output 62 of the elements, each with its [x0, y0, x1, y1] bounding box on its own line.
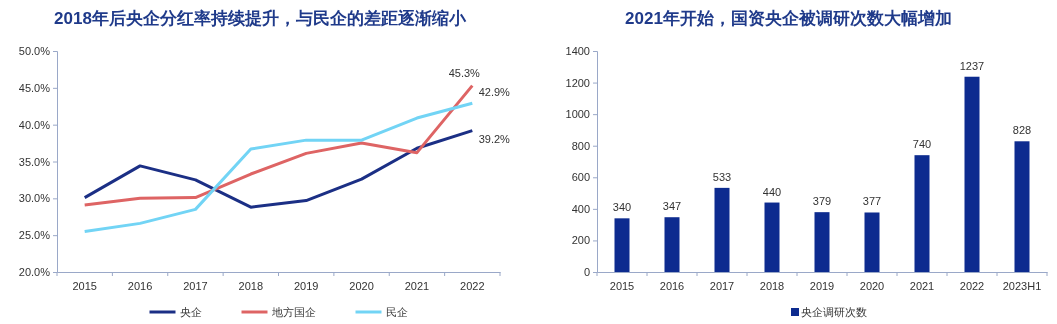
legend-label: 央企: [179, 306, 202, 318]
y-tick-label: 20.0%: [18, 266, 51, 279]
x-tick-label: 2021: [404, 279, 430, 292]
y-tick-label: 45.0%: [18, 81, 51, 94]
chart-title: 2021年开始，国资央企被调研次数大幅增加: [625, 9, 952, 28]
y-tick-label: 1200: [565, 76, 590, 89]
bar: [714, 187, 730, 272]
bar: [964, 76, 980, 272]
y-tick-label: 200: [571, 234, 590, 247]
line-series: [83, 84, 474, 207]
bar: [1014, 141, 1030, 272]
data-label: 740: [912, 138, 932, 151]
x-tick-label: 2022: [460, 279, 485, 292]
x-tick-label: 2015: [72, 279, 97, 292]
bar: [814, 212, 830, 272]
x-tick-label: 2019: [293, 279, 319, 292]
y-tick-label: 600: [571, 171, 590, 184]
data-label: 377: [862, 195, 882, 208]
bar: [664, 217, 680, 272]
x-tick-label: 2016: [127, 279, 153, 292]
data-label: 828: [1012, 124, 1032, 137]
x-tick-label: 2021: [909, 279, 935, 292]
x-tick-label: 2018: [759, 279, 785, 292]
line-series: [83, 101, 474, 233]
data-label: 347: [662, 200, 682, 213]
line-series: [83, 129, 474, 209]
bar: [614, 218, 630, 272]
y-tick-label: 35.0%: [18, 155, 51, 168]
y-tick-label: 25.0%: [18, 229, 51, 242]
x-tick-label: 2016: [659, 279, 685, 292]
y-tick-label: 1000: [565, 108, 590, 121]
bar: [764, 202, 780, 272]
y-tick-label: 400: [571, 202, 590, 215]
bar: [914, 155, 930, 272]
x-tick-label: 2020: [349, 279, 374, 292]
y-tick-label: 800: [571, 139, 590, 152]
x-tick-label: 2017: [183, 279, 208, 292]
x-tick-label: 2018: [238, 279, 264, 292]
data-label: 440: [762, 185, 782, 198]
x-tick-label: 2015: [609, 279, 635, 292]
legend-label: 央企调研次数: [801, 306, 867, 318]
bar: [864, 212, 880, 272]
data-label: 1237: [959, 59, 985, 72]
data-label: 42.9%: [478, 86, 511, 99]
x-tick-label: 2022: [959, 279, 985, 292]
y-tick-label: 50.0%: [18, 45, 51, 58]
x-tick-label: 2017: [709, 279, 735, 292]
data-label: 39.2%: [478, 133, 511, 146]
y-tick-label: 1400: [565, 45, 590, 58]
x-tick-label: 2020: [859, 279, 885, 292]
data-label: 45.3%: [448, 66, 481, 79]
legend-label: 地方国企: [270, 306, 316, 318]
x-tick-label: 2023H1: [1002, 279, 1042, 292]
data-label: 340: [612, 201, 632, 214]
legend-label: 民企: [385, 306, 408, 318]
x-tick-label: 2019: [809, 279, 835, 292]
y-tick-label: 40.0%: [18, 118, 51, 131]
data-label: 379: [812, 195, 832, 208]
chart-title: 2018年后央企分红率持续提升，与民企的差距逐渐缩小: [54, 9, 467, 28]
y-tick-label: 30.0%: [18, 192, 51, 205]
y-tick-label: 0: [583, 266, 590, 279]
data-label: 533: [712, 170, 732, 183]
